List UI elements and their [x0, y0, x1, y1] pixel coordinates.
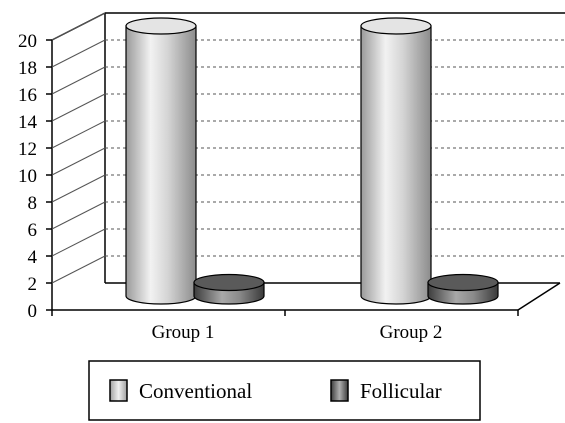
y-tick-label-6: 6: [28, 220, 38, 241]
bar-follicular-group-2: [427, 273, 499, 305]
gridline-side-12: [51, 120, 106, 149]
y-tick-label-14: 14: [18, 112, 38, 133]
y-tick-label-8: 8: [28, 193, 38, 214]
legend: Conventional Follicular: [88, 360, 481, 421]
y-tick-label-18: 18: [18, 58, 37, 79]
legend-swatch-follicular: [330, 379, 349, 402]
gridline-side-8: [51, 174, 106, 203]
x-axis-categories: Group 1 Group 2: [51, 310, 519, 343]
x-category-label-2: Group 2: [380, 322, 443, 343]
bars: [125, 17, 499, 305]
gridline-side-18: [51, 39, 106, 68]
bar-top-conventional-group-2: [360, 17, 432, 35]
y-tick-label-2: 2: [28, 274, 38, 295]
bar-body-conventional-group-1: [125, 25, 197, 305]
gridline-side-2: [51, 255, 106, 284]
legend-box: [88, 360, 481, 421]
bar-follicular-group-1: [193, 273, 265, 305]
gridline-side-6: [51, 201, 106, 230]
gridlines: [51, 12, 565, 284]
bar-conventional-group-2: [360, 17, 432, 305]
y-tick-label-0: 0: [28, 301, 38, 322]
gridline-side-14: [51, 93, 106, 122]
y-axis-ticks: 0 2 4 6 8 10 12 14 16 18 20: [18, 31, 52, 322]
legend-label-conventional: Conventional: [139, 379, 252, 403]
y-tick-label-12: 12: [18, 139, 37, 160]
gridline-side-10: [51, 147, 106, 176]
bar-top-follicular-group-2: [427, 273, 499, 292]
x-category-label-1: Group 1: [152, 322, 215, 343]
legend-label-follicular: Follicular: [360, 379, 442, 403]
y-tick-label-16: 16: [18, 85, 37, 106]
bar-conventional-group-1: [125, 17, 197, 305]
legend-swatch-conventional: [109, 379, 128, 402]
y-tick-label-20: 20: [18, 31, 37, 52]
bar-body-conventional-group-2: [360, 25, 432, 305]
floor-right-edge: [517, 282, 561, 311]
y-tick-label-4: 4: [28, 247, 38, 268]
gridline-side-16: [51, 66, 106, 95]
bar-top-conventional-group-1: [125, 17, 197, 35]
gridline-side-4: [51, 228, 106, 257]
y-tick-label-10: 10: [18, 166, 37, 187]
bar-top-follicular-group-1: [193, 273, 265, 292]
gridline-side-20: [51, 12, 106, 41]
